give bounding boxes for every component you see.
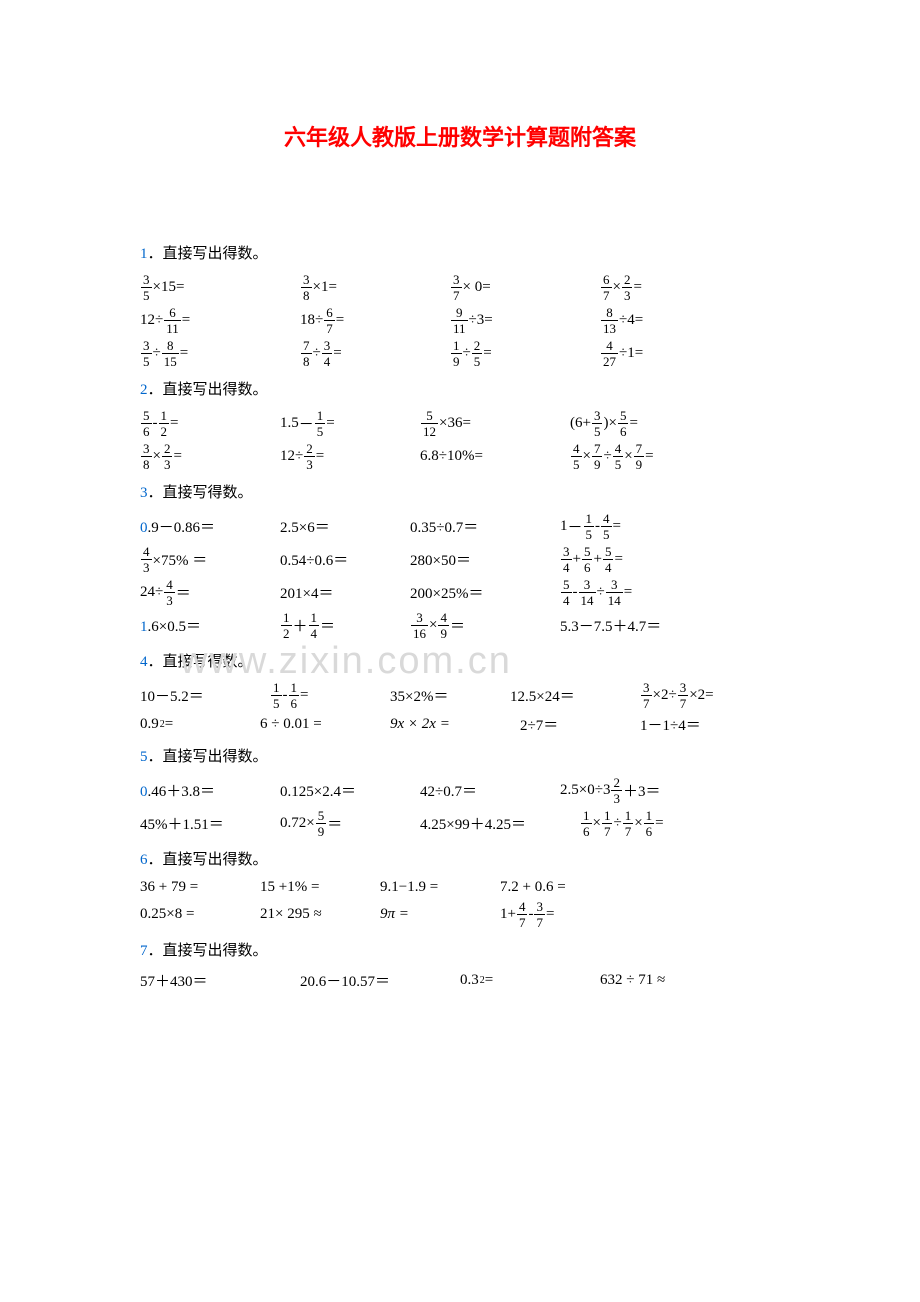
s6r1a: 36 + 79 = (140, 879, 260, 896)
s4r2b: 6 ÷ 0.01 = (260, 716, 390, 733)
s2r2c: 6.8÷10%= (420, 448, 570, 465)
s3r3b: 201×4＝ (280, 582, 410, 603)
s4r1e: 37 ×2÷ 37 ×2= (640, 681, 714, 710)
s3r2c: 280×50＝ (410, 549, 560, 570)
page-title: 六年级人教版上册数学计算题附答案 (140, 120, 780, 152)
s3r1c: 0.35÷0.7＝ (410, 516, 560, 537)
s3r1a: 0.9－0.86＝ (140, 516, 280, 537)
s1r1a: 35 ×15= (140, 273, 300, 302)
s6r1d: 7.2 + 0.6 = (500, 879, 566, 896)
section-1-text: ．直接写出得数。 (148, 246, 268, 262)
s1r3b: 78 ÷ 34 = (300, 339, 450, 368)
s5r1a: 0.46＋3.8＝ (140, 780, 280, 801)
s4r1d: 12.5×24＝ (510, 685, 640, 706)
section-6-num: 6 (140, 852, 148, 868)
s7r1b: 20.6－10.57＝ (300, 970, 460, 991)
section-2-head: 2．直接写出得数。 (140, 378, 780, 399)
s3r1b: 2.5×6＝ (280, 516, 410, 537)
s1r3a: 35 ÷ 815 = (140, 339, 300, 368)
section-3-head: 3．直接写得数。 (140, 481, 780, 502)
s4-r2: 0.92= 6 ÷ 0.01 = 9x × 2x = 2÷7＝ 1－1÷4＝ (140, 714, 780, 735)
section-4-num: 4 (140, 654, 148, 670)
s2r2b: 12÷ 23 = (280, 442, 420, 471)
s1r1c: 37 × 0= (450, 273, 600, 302)
s5r1b: 0.125×2.4＝ (280, 780, 420, 801)
section-1-num: 1 (140, 246, 148, 262)
s6r2c: 9π = (380, 906, 500, 923)
s4r1c: 35×2%＝ (390, 685, 510, 706)
section-7-head: 7．直接写出得数。 (140, 939, 780, 960)
s2r1b: 1.5－ 15 = (280, 409, 420, 438)
s3r4b: 12 ＋ 14 ＝ (280, 611, 410, 640)
s6r2d: 1+ 47 - 37 = (500, 900, 554, 929)
s3-r3: 24÷ 43 ＝ 201×4＝ 200×25%＝ 54 - 314 ÷ 314 … (140, 578, 780, 607)
s1-r3: 35 ÷ 815 = 78 ÷ 34 = 19 ÷ 25 = 427 ÷1= (140, 339, 780, 368)
section-3-num: 3 (140, 485, 148, 501)
s6r1b: 15 +1% = (260, 879, 380, 896)
s4r2c: 9x × 2x = (390, 716, 520, 733)
s4r2e: 1－1÷4＝ (640, 714, 701, 735)
s5-r1: 0.46＋3.8＝ 0.125×2.4＝ 42÷0.7＝ 2.5×0÷3 23 … (140, 776, 780, 805)
s2r1d: (6+ 35 )× 56 = (570, 409, 638, 438)
s3r1d: 1－ 15 - 45 = (560, 512, 621, 541)
s6-r1: 36 + 79 = 15 +1% = 9.1−1.9 = 7.2 + 0.6 = (140, 879, 780, 896)
s5r2a: 45%＋1.51＝ (140, 813, 280, 834)
s1r2c: 911 ÷3= (450, 306, 600, 335)
s1r2d: 813 ÷4= (600, 306, 643, 335)
s1r3c: 19 ÷ 25 = (450, 339, 600, 368)
s6r1c: 9.1−1.9 = (380, 879, 500, 896)
s3r2d: 34 + 56 + 54 = (560, 545, 623, 574)
s5r1c: 42÷0.7＝ (420, 780, 560, 801)
s1r3d: 427 ÷1= (600, 339, 643, 368)
s2-r1: 56 - 12 = 1.5－ 15 = 512 ×36= (6+ 35 )× 5… (140, 409, 780, 438)
s1-r1: 35 ×15= 38 ×1= 37 × 0= 67 × 23 = (140, 273, 780, 302)
s6r2a: 0.25×8 = (140, 906, 260, 923)
s1r1d: 67 × 23 = (600, 273, 642, 302)
s7r1a: 57＋430＝ (140, 970, 300, 991)
s2r2a: 38 × 23 = (140, 442, 280, 471)
s2r1a: 56 - 12 = (140, 409, 280, 438)
s3r4d: 5.3－7.5＋4.7＝ (560, 615, 661, 636)
s2r1c: 512 ×36= (420, 409, 570, 438)
s7r1d: 632 ÷ 71 ≈ (600, 972, 665, 989)
section-1-head: 1．直接写出得数。 (140, 242, 780, 263)
s3r3d: 54 - 314 ÷ 314 = (560, 578, 632, 607)
s3r2a: 43 ×75% ＝ (140, 545, 280, 574)
s6-r2: 0.25×8 = 21× 295 ≈ 9π = 1+ 47 - 37 = (140, 900, 780, 929)
s2-r2: 38 × 23 = 12÷ 23 = 6.8÷10%= 45 × 79 ÷ 45… (140, 442, 780, 471)
section-5-head: 5．直接写出得数。 (140, 745, 780, 766)
s3-r2: 43 ×75% ＝ 0.54÷0.6＝ 280×50＝ 34 + 56 + 54… (140, 545, 780, 574)
s3-r1: 0.9－0.86＝ 2.5×6＝ 0.35÷0.7＝ 1－ 15 - 45 = (140, 512, 780, 541)
s3r3c: 200×25%＝ (410, 582, 560, 603)
s1-r2: 12÷ 611 = 18÷ 67 = 911 ÷3= 813 ÷4= (140, 306, 780, 335)
section-4-head: 4．直接写得数。 (140, 650, 780, 671)
s5r2d: 16 × 17 ÷ 17 × 16 = (580, 809, 664, 838)
section-5-num: 5 (140, 749, 148, 765)
s4r2a: 0.92= (140, 716, 260, 733)
s1r2b: 18÷ 67 = (300, 306, 450, 335)
s1r2a: 12÷ 611 = (140, 306, 300, 335)
s5r2b: 0.72× 59 ＝ (280, 809, 420, 838)
s1r1b: 38 ×1= (300, 273, 450, 302)
s5-r2: 45%＋1.51＝ 0.72× 59 ＝ 4.25×99＋4.25＝ 16 × … (140, 809, 780, 838)
s3r4a: 1.6×0.5＝ (140, 615, 280, 636)
s3r4c: 316 × 49 ＝ (410, 611, 560, 640)
s5r1d: 2.5×0÷3 23 ＋3＝ (560, 776, 660, 805)
s5r2c: 4.25×99＋4.25＝ (420, 813, 580, 834)
s4r1b: 15 - 16 = (270, 681, 390, 710)
s4r2d: 2÷7＝ (520, 714, 640, 735)
s2r2d: 45 × 79 ÷ 45 × 79 = (570, 442, 654, 471)
s3-r4: 1.6×0.5＝ 12 ＋ 14 ＝ 316 × 49 ＝ 5.3－7.5＋4.… (140, 611, 780, 640)
s6r2b: 21× 295 ≈ (260, 906, 380, 923)
s3r3a: 24÷ 43 ＝ (140, 578, 280, 607)
section-2-num: 2 (140, 382, 148, 398)
s4-r1: 10－5.2＝ 15 - 16 = 35×2%＝ 12.5×24＝ 37 ×2÷… (140, 681, 780, 710)
s7r1c: 0.32= (460, 972, 600, 989)
s3r2b: 0.54÷0.6＝ (280, 549, 410, 570)
s4r1a: 10－5.2＝ (140, 685, 270, 706)
section-7-num: 7 (140, 943, 148, 959)
section-6-head: 6．直接写出得数。 (140, 848, 780, 869)
s7-r1: 57＋430＝ 20.6－10.57＝ 0.32= 632 ÷ 71 ≈ (140, 970, 780, 991)
